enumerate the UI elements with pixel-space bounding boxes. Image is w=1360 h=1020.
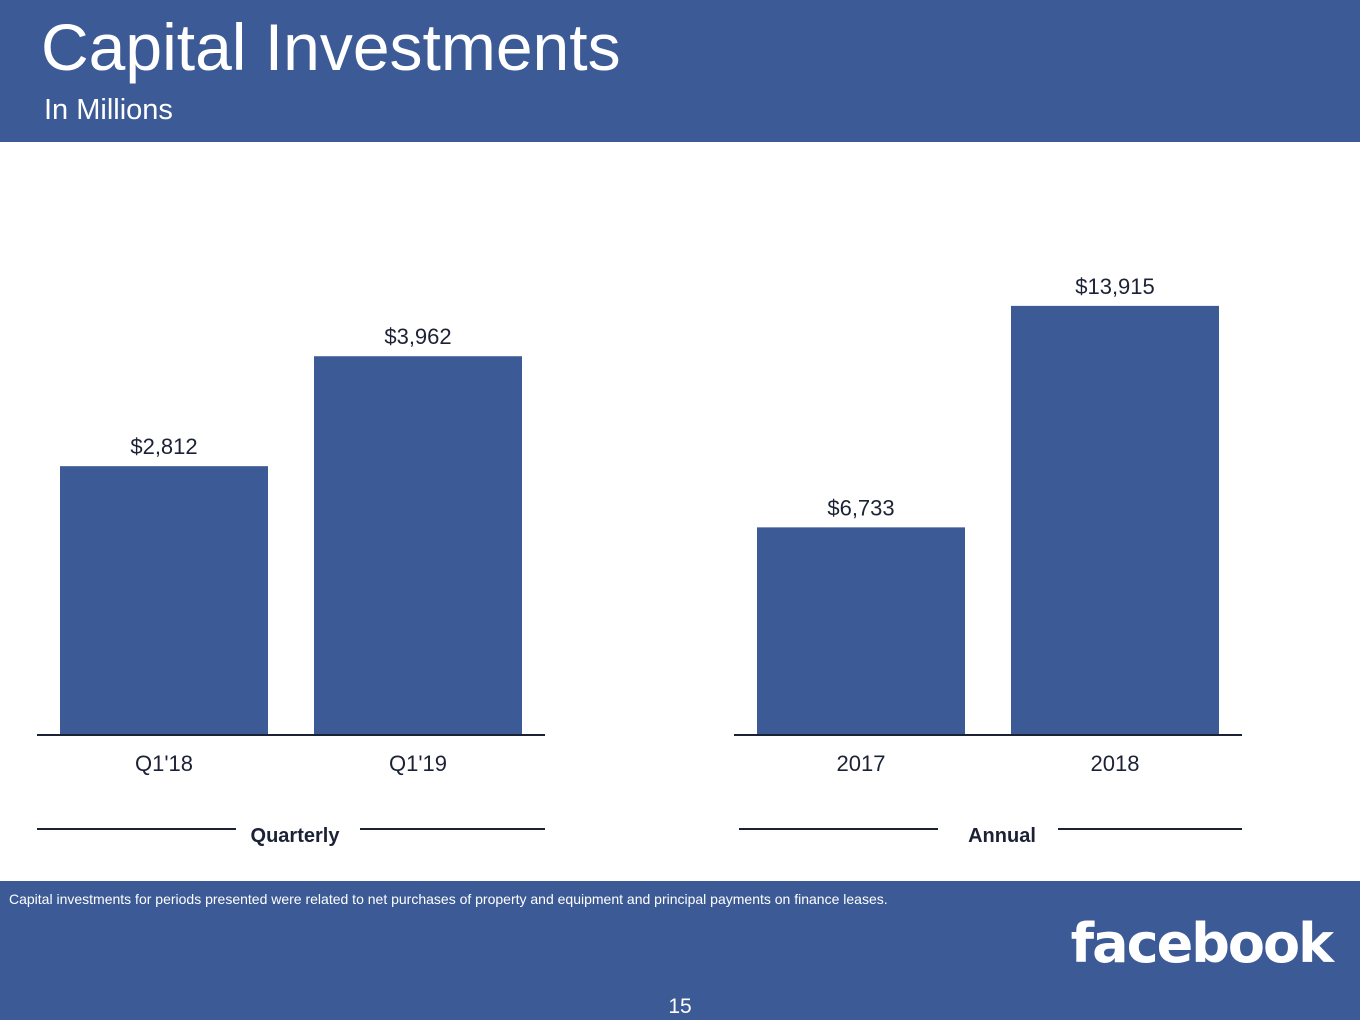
bar-0-1 [314,356,522,735]
facebook-logo: facebook [1070,912,1334,975]
bar-1-1 [1011,305,1219,735]
page-subtitle: In Millions [44,94,173,126]
bar-0-0 [60,466,268,735]
page-number: 15 [668,995,692,1018]
footnote: Capital investments for periods presente… [9,891,888,907]
value-label-1-0: $6,733 [827,495,894,520]
page-title: Capital Investments [41,10,621,84]
footer-banner: Capital investments for periods presente… [0,881,1360,1020]
category-label-1-0: 2017 [837,751,886,776]
group-label-1: Annual [968,825,1036,847]
category-label-0-1: Q1'19 [389,751,447,776]
value-label-0-0: $2,812 [130,434,197,459]
value-label-1-1: $13,915 [1075,274,1155,299]
category-label-1-1: 2018 [1091,751,1140,776]
group-label-0: Quarterly [251,825,341,847]
charts-area: $2,812 Q1'18 $3,962 Q1'19 Quarterly $6,733 201… [37,274,1242,847]
value-label-0-1: $3,962 [384,324,451,349]
category-label-0-0: Q1'18 [135,751,193,776]
header-banner: Capital Investments In Millions [0,0,1360,142]
bar-1-0 [757,527,965,735]
